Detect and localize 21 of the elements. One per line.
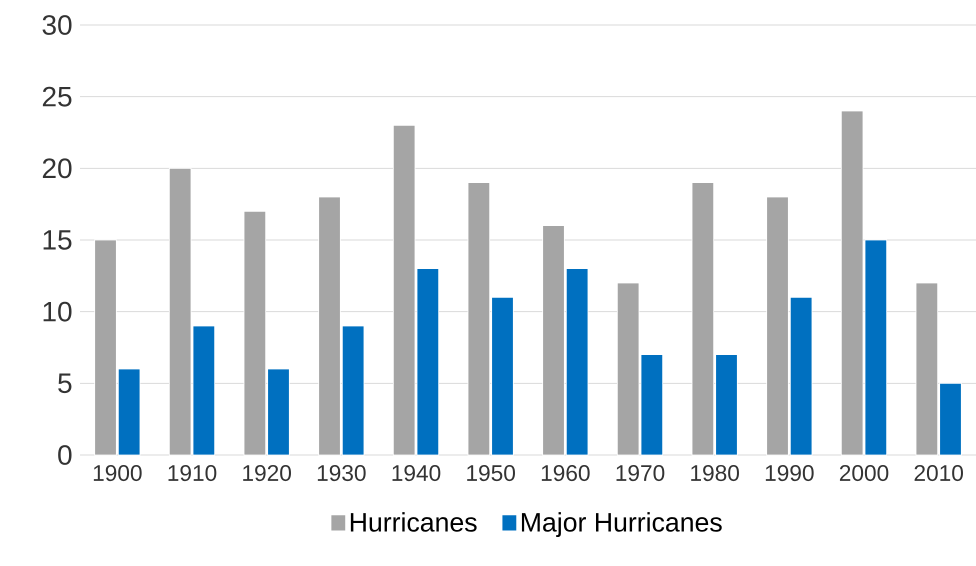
legend-label: Hurricanes [350, 512, 477, 532]
y-tick-label: 30 [42, 15, 72, 35]
y-tick-label: 5 [58, 374, 72, 394]
x-tick-label: 1900 [94, 465, 142, 482]
x-tick-label: 1940 [392, 465, 440, 482]
x-tick-label: 1990 [766, 465, 814, 482]
legend-label: Major Hurricanes [522, 512, 722, 538]
x-tick-label: 1920 [243, 465, 291, 482]
x-tick-label: 1910 [168, 465, 216, 482]
x-tick-label: 1970 [616, 465, 664, 482]
y-tick-label: 25 [42, 86, 72, 107]
x-tick-label: 1950 [467, 465, 515, 482]
y-tick-label: 0 [58, 445, 72, 465]
x-tick-label: 1980 [691, 465, 739, 482]
x-tick-label: 2000 [840, 465, 888, 482]
x-tick-label: 1960 [542, 465, 590, 482]
y-tick-label: 10 [44, 302, 72, 322]
x-tick-label: 1930 [318, 465, 366, 482]
y-tick-label: 15 [44, 230, 72, 250]
y-tick-label: 20 [42, 158, 72, 178]
x-tick-label: 2010 [914, 465, 963, 482]
